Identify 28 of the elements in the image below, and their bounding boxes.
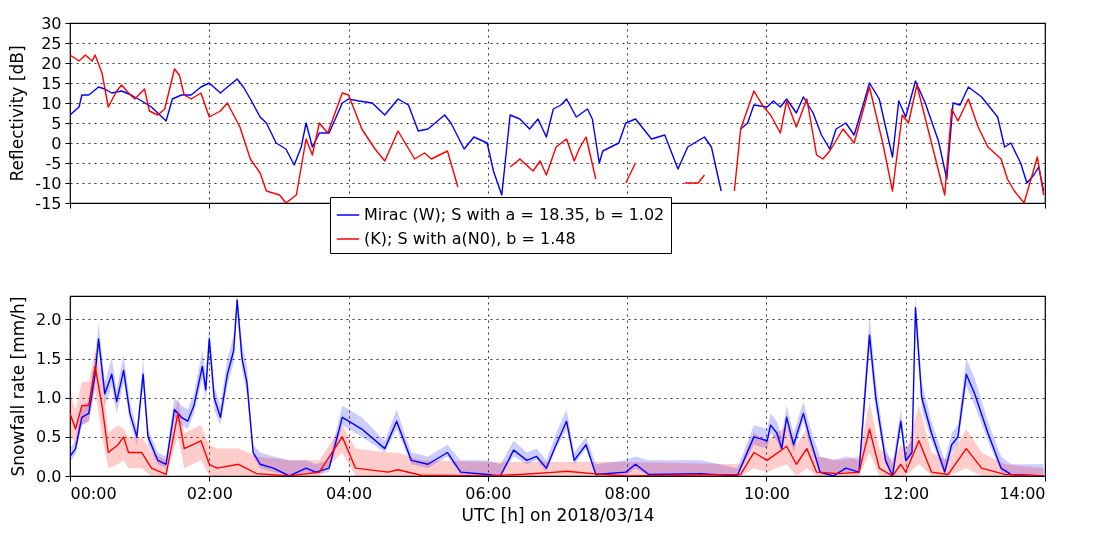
y-tick-label: 5 [51, 113, 62, 133]
y-tick-label: 1.0 [36, 388, 62, 408]
x-tick-label: 00:00 [70, 483, 117, 503]
y-axis-title: Snowfall rate [mm/h] [8, 296, 29, 477]
y-tick-label: 15 [41, 73, 62, 93]
y-tick-label: 0.0 [36, 466, 62, 486]
x-tick-label: 06:00 [465, 483, 512, 503]
y-tick-label: 10 [41, 93, 62, 113]
x-tick-label: 02:00 [186, 483, 233, 503]
y-tick-label: 20 [41, 53, 62, 73]
y-tick-label: -10 [35, 173, 62, 193]
y-tick-label: 30 [41, 13, 62, 33]
y-tick-label: 0.5 [36, 427, 62, 447]
x-tick-label: 04:00 [326, 483, 373, 503]
y-tick-label: 2.0 [36, 309, 62, 329]
x-tick-label: 14:00 [999, 483, 1046, 503]
x-tick-label: 12:00 [883, 483, 930, 503]
legend-label: (K); S with a(N0), b = 1.48 [364, 229, 576, 248]
y-tick-label: -15 [35, 193, 62, 213]
x-tick-label: 08:00 [604, 483, 651, 503]
y-axis-title: Reflectivity [dB] [7, 45, 28, 182]
y-tick-label: 0 [51, 133, 62, 153]
y-tick-label: -5 [45, 153, 62, 173]
y-tick-label: 1.5 [36, 349, 62, 369]
x-axis-title: UTC [h] on 2018/03/14 [461, 504, 655, 525]
y-tick-label: 25 [41, 33, 62, 53]
legend-label: Mirac (W); S with a = 18.35, b = 1.02 [364, 205, 665, 224]
x-tick-label: 10:00 [743, 483, 790, 503]
